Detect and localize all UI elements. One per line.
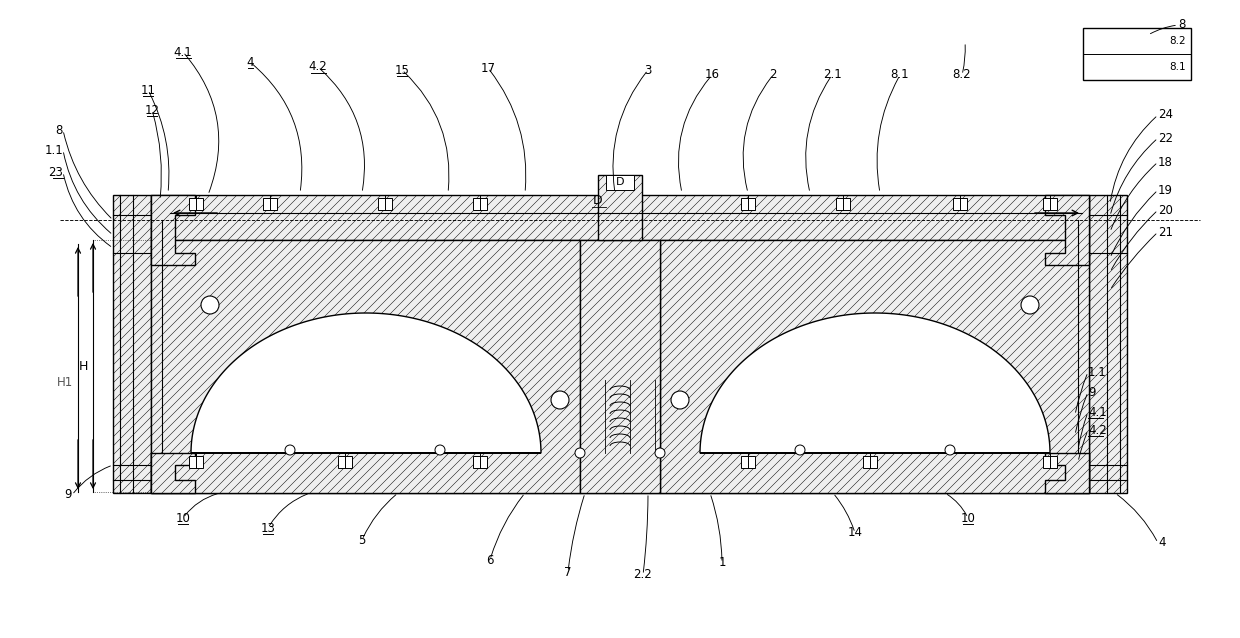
Text: 2.2: 2.2 (634, 568, 652, 581)
Polygon shape (1045, 453, 1089, 493)
Text: 13: 13 (260, 521, 275, 535)
Polygon shape (151, 453, 195, 493)
Bar (836, 198, 849, 210)
Text: 22: 22 (1158, 131, 1173, 144)
Text: 9: 9 (1087, 385, 1095, 399)
Text: 14: 14 (847, 526, 863, 540)
Bar (263, 198, 277, 210)
Circle shape (795, 445, 805, 455)
Text: 9: 9 (64, 489, 72, 501)
Polygon shape (113, 195, 151, 493)
Text: 17: 17 (481, 61, 496, 75)
Text: 8.2: 8.2 (952, 68, 971, 82)
Polygon shape (151, 453, 1089, 493)
Bar (1043, 456, 1056, 468)
Circle shape (435, 445, 445, 455)
Text: 8.1: 8.1 (1169, 62, 1185, 72)
Circle shape (201, 296, 219, 314)
Bar (954, 198, 967, 210)
Circle shape (945, 445, 955, 455)
Polygon shape (598, 175, 642, 240)
Bar (1043, 198, 1056, 210)
Bar (863, 456, 877, 468)
Polygon shape (701, 313, 1050, 453)
Text: 7: 7 (564, 565, 572, 579)
Text: 10: 10 (176, 512, 191, 524)
Text: 4: 4 (247, 56, 254, 68)
Circle shape (285, 445, 295, 455)
Text: 4.1: 4.1 (174, 45, 192, 59)
Text: 20: 20 (1158, 204, 1173, 216)
Text: 23: 23 (48, 165, 63, 179)
Bar (378, 198, 392, 210)
Bar (742, 198, 755, 210)
Polygon shape (151, 240, 580, 493)
Text: 8.1: 8.1 (890, 68, 909, 82)
Circle shape (655, 448, 665, 458)
Text: 16: 16 (704, 68, 719, 82)
Text: 11: 11 (140, 84, 155, 96)
Text: 3: 3 (645, 64, 652, 77)
Text: 18: 18 (1158, 156, 1173, 168)
Text: 5: 5 (358, 533, 366, 547)
Text: 19: 19 (1158, 184, 1173, 197)
Polygon shape (151, 195, 195, 265)
Bar (188, 456, 203, 468)
Text: 1.1: 1.1 (1087, 366, 1107, 378)
Polygon shape (1089, 195, 1127, 493)
Text: 4.1: 4.1 (1087, 406, 1107, 419)
Circle shape (551, 391, 569, 409)
Polygon shape (191, 313, 541, 453)
Text: 4.2: 4.2 (309, 61, 327, 73)
Text: 2: 2 (769, 68, 776, 82)
Text: 21: 21 (1158, 225, 1173, 239)
Text: 10: 10 (961, 512, 976, 524)
Bar (1083, 28, 1190, 80)
Polygon shape (580, 240, 660, 493)
Text: H: H (78, 359, 88, 373)
Text: 8: 8 (56, 124, 63, 137)
Text: 2.1: 2.1 (822, 68, 842, 82)
Bar (472, 198, 487, 210)
Circle shape (575, 448, 585, 458)
Polygon shape (1045, 195, 1089, 265)
Text: 4: 4 (1158, 537, 1166, 549)
Text: H1: H1 (57, 376, 73, 390)
Text: 6: 6 (486, 554, 494, 567)
Text: 12: 12 (145, 103, 160, 117)
Text: 8.2: 8.2 (1169, 36, 1185, 46)
Circle shape (671, 391, 689, 409)
Polygon shape (660, 240, 1089, 493)
Bar (339, 456, 352, 468)
Bar (472, 456, 487, 468)
Polygon shape (151, 195, 1089, 240)
Text: 15: 15 (394, 64, 409, 77)
Bar (188, 198, 203, 210)
Text: D: D (593, 194, 603, 207)
Text: 1.1: 1.1 (45, 144, 63, 156)
Text: 8: 8 (1178, 19, 1185, 31)
Text: 4.2: 4.2 (1087, 424, 1107, 436)
Bar (606, 175, 634, 190)
Text: 1: 1 (718, 556, 725, 570)
Text: D: D (616, 177, 624, 187)
Bar (742, 456, 755, 468)
Text: 24: 24 (1158, 108, 1173, 121)
Circle shape (1021, 296, 1039, 314)
